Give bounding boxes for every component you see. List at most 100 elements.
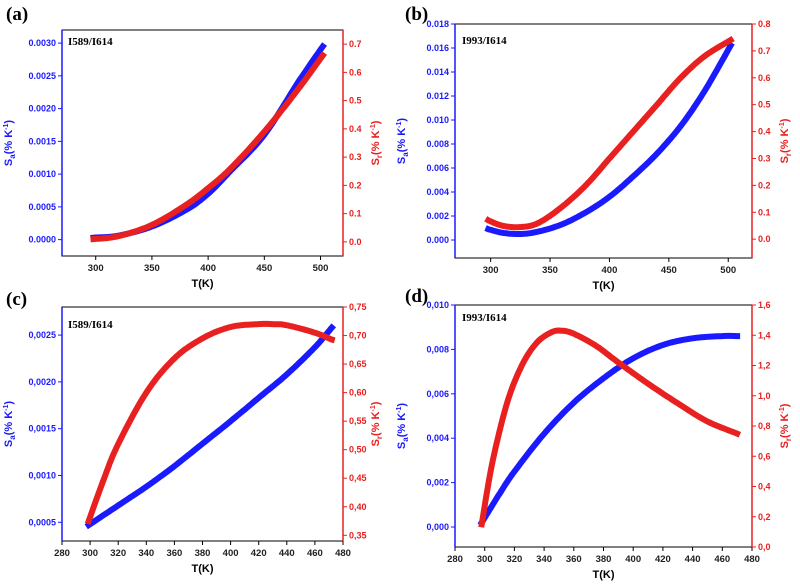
y-left-tick-label: 0.006 <box>426 163 449 173</box>
series-line-sa <box>84 323 337 530</box>
y-right-tick-label: 1,4 <box>758 330 771 340</box>
y-left-tick-label: 0,000 <box>426 522 449 532</box>
x-tick-label: 460 <box>714 554 730 565</box>
y-right-tick-label: 0,65 <box>349 359 367 369</box>
x-tick-label: 300 <box>483 265 499 276</box>
y-right-tick-label: 0,70 <box>349 331 367 341</box>
y-left-tick-label: 0.010 <box>426 115 449 125</box>
x-tick-label: 450 <box>256 263 272 274</box>
y-right-tick-label: 0,8 <box>758 421 771 431</box>
y-left-tick-label: 0,0010 <box>28 470 56 480</box>
x-tick-label: 480 <box>744 554 760 565</box>
chart-panel-c: 280 300 320 340 360 380 400 420 440 460 480 0,0005 0… <box>3 289 384 575</box>
x-tick-label: 380 <box>195 548 211 559</box>
y-left-tick-label: 0.008 <box>426 139 449 149</box>
x-tick-label: 350 <box>542 265 558 276</box>
series-line-sa <box>484 41 735 237</box>
x-tick-label: 440 <box>279 548 295 559</box>
y-left-tick-label: 0.0010 <box>28 169 56 179</box>
y-right-tick-label: 0.8 <box>758 19 771 29</box>
y-left-tick-label: 0.0005 <box>28 202 56 212</box>
y-left-tick-label: 0,0025 <box>28 330 56 340</box>
y-left-tick-label: 0,0020 <box>28 377 56 387</box>
y-right-tick-label: 0.7 <box>758 46 771 56</box>
x-tick-label: 280 <box>447 554 463 565</box>
y-left-tick-label: 0.002 <box>426 211 449 221</box>
series-line-sa <box>477 332 741 527</box>
y-left-tick-label: 0.012 <box>426 91 449 101</box>
x-tick-label: 400 <box>625 554 641 565</box>
y-left-tick-label: 0.0000 <box>28 235 56 245</box>
x-tick-label: 480 <box>335 548 351 559</box>
y-right-tick-label: 0.5 <box>349 96 362 106</box>
y-left-tick-label: 0,0005 <box>28 517 56 527</box>
x-tick-label: 420 <box>655 554 671 565</box>
x-tick-label: 340 <box>536 554 552 565</box>
x-tick-label: 300 <box>477 554 493 565</box>
y-right-axis-label: Sr(% K-1) <box>779 403 793 448</box>
y-right-tick-label: 0,0 <box>758 542 771 552</box>
y-right-tick-label: 0,35 <box>349 530 367 540</box>
y-left-tick-label: 0.0020 <box>28 104 56 114</box>
y-left-tick-label: 0,0015 <box>28 424 56 434</box>
y-right-tick-label: 0,6 <box>758 451 771 461</box>
series-line-sr <box>84 320 336 525</box>
plot-frame <box>61 29 344 257</box>
panel-label: (a) <box>6 4 28 25</box>
y-right-tick-label: 0.2 <box>349 180 362 190</box>
x-tick-label: 500 <box>313 263 329 274</box>
y-right-tick-label: 0.4 <box>758 127 771 137</box>
series-line-sr <box>484 35 735 231</box>
panel-label: (d) <box>405 286 428 307</box>
y-left-axis-label: Sa(% K-1) <box>396 118 410 164</box>
x-tick-label: 500 <box>720 265 736 276</box>
y-right-axis-label: Sr(% K-1) <box>370 401 384 446</box>
y-left-tick-label: 0.000 <box>426 235 449 245</box>
x-tick-label: 460 <box>307 548 323 559</box>
panel-annotation: I993/I614 <box>462 312 507 324</box>
x-axis-label: T(K) <box>192 563 214 575</box>
x-tick-label: 350 <box>144 263 160 274</box>
series-line-sa <box>90 42 327 241</box>
x-axis-label: T(K) <box>593 280 615 292</box>
y-right-tick-label: 1,6 <box>758 300 771 310</box>
x-tick-label: 400 <box>200 263 216 274</box>
chart-panel-d: 280 300 320 340 360 380 400 420 440 460 480 0,000 0,… <box>396 286 793 581</box>
chart-panel-a: 300 350 400 450 500 0.0000 0.0005 0.0010 0.0015 0… <box>3 4 384 290</box>
x-tick-label: 420 <box>251 548 267 559</box>
x-axis-label: T(K) <box>593 569 615 581</box>
x-tick-label: 360 <box>566 554 582 565</box>
y-right-axis-label: Sr(% K-1) <box>370 120 384 165</box>
y-left-tick-label: 0,004 <box>426 433 449 443</box>
y-right-tick-label: 1,0 <box>758 391 771 401</box>
panel-label: (b) <box>405 4 428 25</box>
y-right-tick-label: 0.6 <box>758 73 771 83</box>
x-tick-label: 450 <box>661 265 677 276</box>
y-right-tick-label: 0.4 <box>349 124 362 134</box>
panel-annotation: I589/I614 <box>68 36 113 48</box>
y-right-tick-label: 0,55 <box>349 416 367 426</box>
y-right-tick-label: 0.3 <box>758 153 771 163</box>
y-right-tick-label: 0.3 <box>349 152 362 162</box>
y-right-tick-label: 0.6 <box>349 67 362 77</box>
x-tick-label: 320 <box>110 548 126 559</box>
x-tick-label: 280 <box>54 548 70 559</box>
x-tick-label: 300 <box>82 548 98 559</box>
x-tick-label: 340 <box>138 548 154 559</box>
y-right-tick-label: 0.5 <box>758 100 771 110</box>
y-right-tick-label: 0,50 <box>349 445 367 455</box>
y-left-tick-label: 0,006 <box>426 389 449 399</box>
y-right-tick-label: 0,40 <box>349 502 367 512</box>
panel-label: (c) <box>6 289 27 310</box>
y-right-tick-label: 0.2 <box>758 180 771 190</box>
y-right-tick-label: 1,2 <box>758 361 771 371</box>
x-axis-label: T(K) <box>192 278 214 290</box>
x-tick-label: 440 <box>685 554 701 565</box>
y-right-tick-label: 0.7 <box>349 39 362 49</box>
y-right-tick-label: 0,2 <box>758 512 771 522</box>
y-right-tick-label: 0,4 <box>758 482 771 492</box>
y-left-tick-label: 0.0030 <box>28 38 56 48</box>
y-left-axis-label: Sa(% K-1) <box>3 401 17 447</box>
y-right-tick-label: 0.1 <box>349 209 362 219</box>
